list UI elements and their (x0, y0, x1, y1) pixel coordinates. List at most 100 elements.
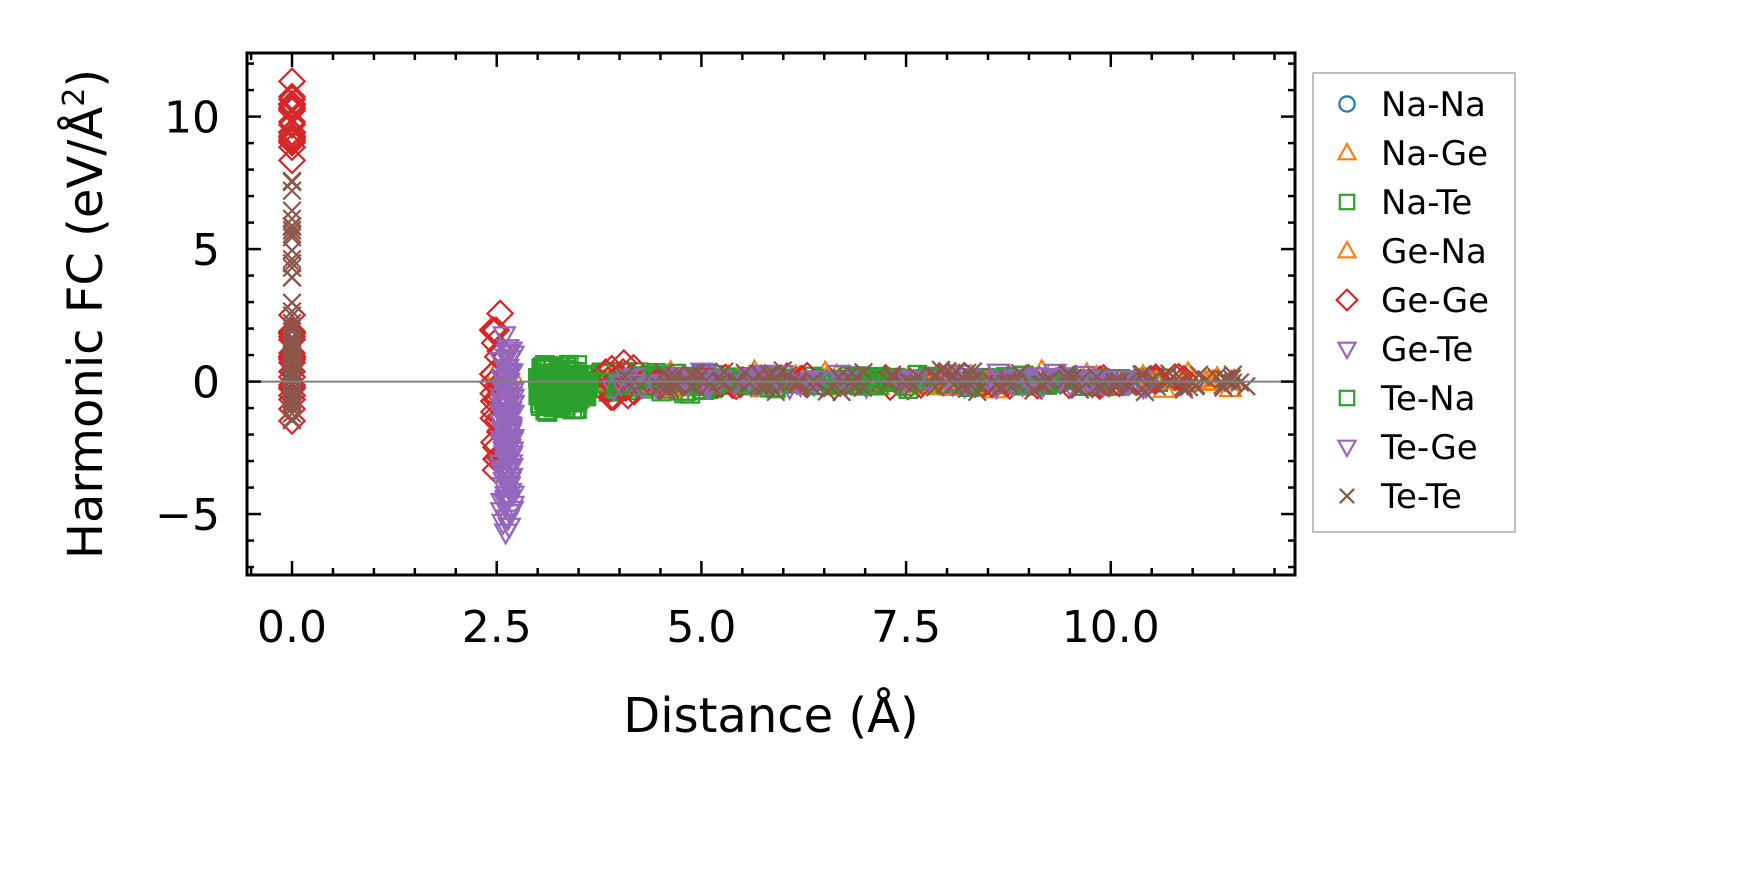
data-point (282, 209, 302, 229)
legend-label: Na-Te (1381, 183, 1472, 223)
x-tick-label: 7.5 (871, 602, 941, 653)
legend-marker (1336, 141, 1358, 161)
data-point (998, 370, 1018, 390)
data-point (997, 373, 1017, 393)
data-point (937, 361, 957, 381)
legend-entry-ge-na: Ge-Na (1336, 232, 1487, 272)
legend-label: Te-Ge (1380, 428, 1478, 468)
data-point (831, 382, 852, 402)
data-point (1132, 364, 1152, 385)
y-tick-label: 0 (192, 358, 220, 409)
data-point (494, 459, 520, 482)
data-point (277, 93, 307, 122)
data-point (1185, 376, 1206, 396)
data-point (1236, 376, 1256, 396)
data-point (282, 249, 302, 269)
data-point (492, 326, 517, 349)
data-point (282, 217, 302, 237)
data-point (282, 258, 302, 278)
legend-entry-na-ge: Na-Ge (1336, 134, 1488, 174)
data-point (282, 410, 302, 430)
data-point (488, 454, 514, 477)
data-point (489, 430, 515, 454)
legend-marker (1338, 389, 1356, 407)
data-point (495, 343, 520, 366)
data-point (1031, 375, 1051, 395)
data-point (282, 301, 302, 322)
data-point (490, 513, 516, 536)
data-point (277, 67, 307, 96)
data-point (282, 224, 302, 244)
data-point (1087, 367, 1107, 387)
data-point (829, 367, 849, 387)
data-point (1135, 382, 1155, 402)
data-point (967, 382, 987, 402)
data-point (282, 201, 302, 221)
data-point (1021, 367, 1047, 390)
data-point (282, 267, 302, 287)
legend-entry-te-ge: Te-Ge (1336, 428, 1478, 468)
y-tick-label: −5 (155, 490, 220, 541)
data-point (491, 369, 516, 392)
data-point (480, 328, 509, 358)
data-point (282, 181, 302, 201)
data-point (817, 381, 837, 402)
data-point (882, 364, 902, 385)
legend-label: Na-Na (1381, 85, 1486, 125)
legend-label: Te-Na (1380, 379, 1475, 419)
data-point (1010, 363, 1030, 383)
data-point (946, 361, 966, 381)
data-point (488, 351, 514, 375)
data-point (1206, 367, 1226, 387)
y-axis-label-main: Harmonic FC (eV/Å (57, 107, 114, 560)
data-point (277, 118, 307, 148)
legend-entry-te-te: Te-Te (1339, 477, 1462, 517)
legend-marker (1336, 341, 1358, 361)
data-point (495, 367, 520, 390)
data-point (282, 361, 302, 382)
data-point (282, 329, 302, 349)
data-point (963, 361, 983, 382)
data-point (1189, 365, 1209, 385)
legend-entry-ge-te: Ge-Te (1336, 330, 1473, 370)
data-point (1058, 364, 1078, 384)
data-point (489, 397, 515, 421)
data-point (1159, 363, 1180, 384)
data-point (681, 365, 701, 385)
data-point (282, 384, 302, 404)
x-tick-label: 2.5 (462, 602, 532, 653)
axis-ticks (247, 53, 1295, 575)
data-point (495, 339, 521, 362)
y-axis-label-superscript: 2 (57, 88, 92, 107)
data-point (1143, 369, 1163, 389)
data-point (753, 376, 774, 396)
data-point (277, 96, 307, 125)
data-point (931, 360, 951, 380)
plot-frame (245, 51, 1297, 577)
data-point (493, 490, 519, 513)
legend-marker (1338, 95, 1356, 113)
data-point (282, 393, 302, 413)
legend-label: Na-Ge (1381, 134, 1488, 174)
data-point (277, 110, 307, 139)
data-point (762, 363, 783, 383)
data-point (282, 253, 302, 273)
data-point (1057, 369, 1077, 389)
data-point (282, 171, 302, 191)
legend-label: Te-Te (1380, 477, 1462, 517)
legend-marker (1335, 288, 1359, 312)
data-points (277, 67, 1256, 546)
data-point (282, 389, 302, 409)
data-point (494, 434, 519, 457)
data-point (282, 348, 302, 368)
legend-marker (1338, 193, 1356, 211)
legend-label: Ge-Ge (1381, 281, 1489, 321)
data-point (282, 327, 302, 347)
data-point (735, 363, 755, 383)
data-point (491, 477, 516, 500)
data-point (1040, 370, 1060, 390)
x-tick-label: 10.0 (1062, 602, 1160, 653)
legend-label: Ge-Na (1381, 232, 1487, 272)
data-point (499, 363, 525, 386)
data-point (277, 82, 307, 111)
